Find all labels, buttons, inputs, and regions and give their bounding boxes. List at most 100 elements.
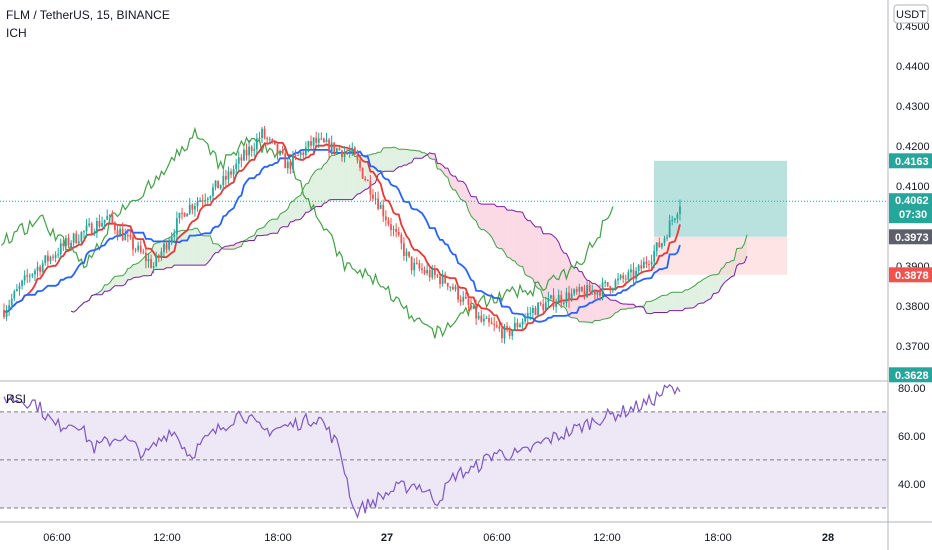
candle (328, 137, 330, 160)
candle (446, 282, 449, 291)
currency-button[interactable]: USDT (893, 4, 929, 24)
candle (627, 269, 630, 283)
candle (230, 168, 232, 179)
cloud-segment (207, 235, 211, 263)
candle (508, 326, 511, 340)
candle (299, 150, 302, 160)
cloud-segment (507, 210, 510, 258)
cloud-segment (133, 264, 136, 278)
cloud-segment (274, 219, 278, 234)
candle (666, 234, 668, 242)
cloud-segment (127, 267, 131, 280)
currency-button-label: USDT (896, 9, 926, 21)
candle (183, 212, 186, 218)
cloud-segment (615, 300, 619, 313)
cloud-segment (295, 196, 299, 220)
candle (235, 159, 238, 175)
candle (325, 132, 328, 143)
candle (263, 125, 266, 140)
candle (570, 288, 573, 302)
candle (310, 135, 312, 151)
cloud-segment (548, 233, 551, 301)
cloud-segment (713, 274, 717, 294)
cloud-segment (380, 147, 384, 173)
candle (637, 263, 640, 275)
candle (168, 236, 171, 252)
candle (39, 264, 42, 276)
cloud-segment (194, 228, 198, 266)
cloud-segment (491, 204, 495, 243)
cloud-segment (104, 284, 108, 292)
candle (201, 194, 204, 208)
cloud-segment (501, 206, 505, 253)
candle (433, 264, 436, 280)
candle (294, 149, 297, 161)
candle (449, 286, 452, 292)
candle (222, 170, 225, 191)
candle (255, 133, 258, 154)
candle (214, 180, 217, 191)
cloud-segment (535, 226, 539, 289)
cloud-segment (695, 282, 699, 307)
candle (13, 289, 16, 302)
price-badge-entry (889, 229, 932, 245)
cloud-segment (282, 211, 286, 227)
candle (516, 318, 519, 331)
cloud-segment (326, 158, 330, 203)
cloud-segment (102, 284, 105, 295)
candle (521, 318, 524, 330)
time-axis[interactable]: 06:00 12:00 18:00 27 06:00 12:00 18:00 28 (43, 532, 834, 544)
target-zone[interactable] (654, 160, 787, 237)
candle (511, 329, 514, 340)
candle (351, 142, 354, 156)
candle (459, 295, 462, 306)
candle (93, 228, 96, 237)
rsi-label[interactable]: RSI (6, 392, 27, 406)
candle (557, 289, 560, 303)
candle (243, 147, 245, 162)
cloud-segment (445, 168, 448, 178)
cloud-segment (401, 149, 404, 167)
rsi-axis[interactable]: 80.00 60.00 40.00 (898, 383, 926, 491)
candle (452, 283, 454, 291)
candle (356, 149, 359, 164)
candle (658, 237, 661, 248)
candle (575, 286, 578, 295)
long-position-tool[interactable] (654, 160, 787, 275)
time-tick-label: 18:00 (704, 532, 732, 544)
candle (98, 214, 101, 229)
candle (240, 153, 243, 168)
candle (619, 274, 622, 281)
cloud-segment (148, 251, 152, 276)
cloud-segment (669, 292, 673, 311)
candle (421, 263, 423, 274)
candle (250, 144, 253, 157)
candle (544, 296, 547, 311)
candle (581, 286, 583, 293)
cloud-segment (470, 196, 474, 220)
candle (271, 138, 274, 144)
candle (219, 184, 222, 191)
price-axis[interactable]: 0.45000.44000.43000.42000.41000.39000.38… (896, 21, 930, 353)
cloud-segment (540, 226, 544, 298)
cloud-segment (605, 296, 608, 319)
candle (547, 291, 550, 308)
cloud-segment (677, 292, 680, 311)
price-tick-label: 0.3700 (896, 341, 930, 353)
cloud-segment (99, 289, 103, 295)
cloud-segment (130, 264, 133, 280)
indicator-label[interactable]: ICH (6, 26, 27, 40)
candle (506, 322, 508, 333)
stop-zone[interactable] (654, 236, 787, 275)
candle (679, 199, 681, 221)
candle (606, 282, 609, 288)
candle (163, 241, 165, 258)
cloud-segment (486, 204, 490, 234)
candle (116, 224, 119, 241)
cloud-segment (646, 301, 649, 314)
cloud-segment (251, 235, 255, 241)
candle (178, 212, 181, 224)
candle (403, 237, 405, 261)
candle (186, 213, 189, 217)
